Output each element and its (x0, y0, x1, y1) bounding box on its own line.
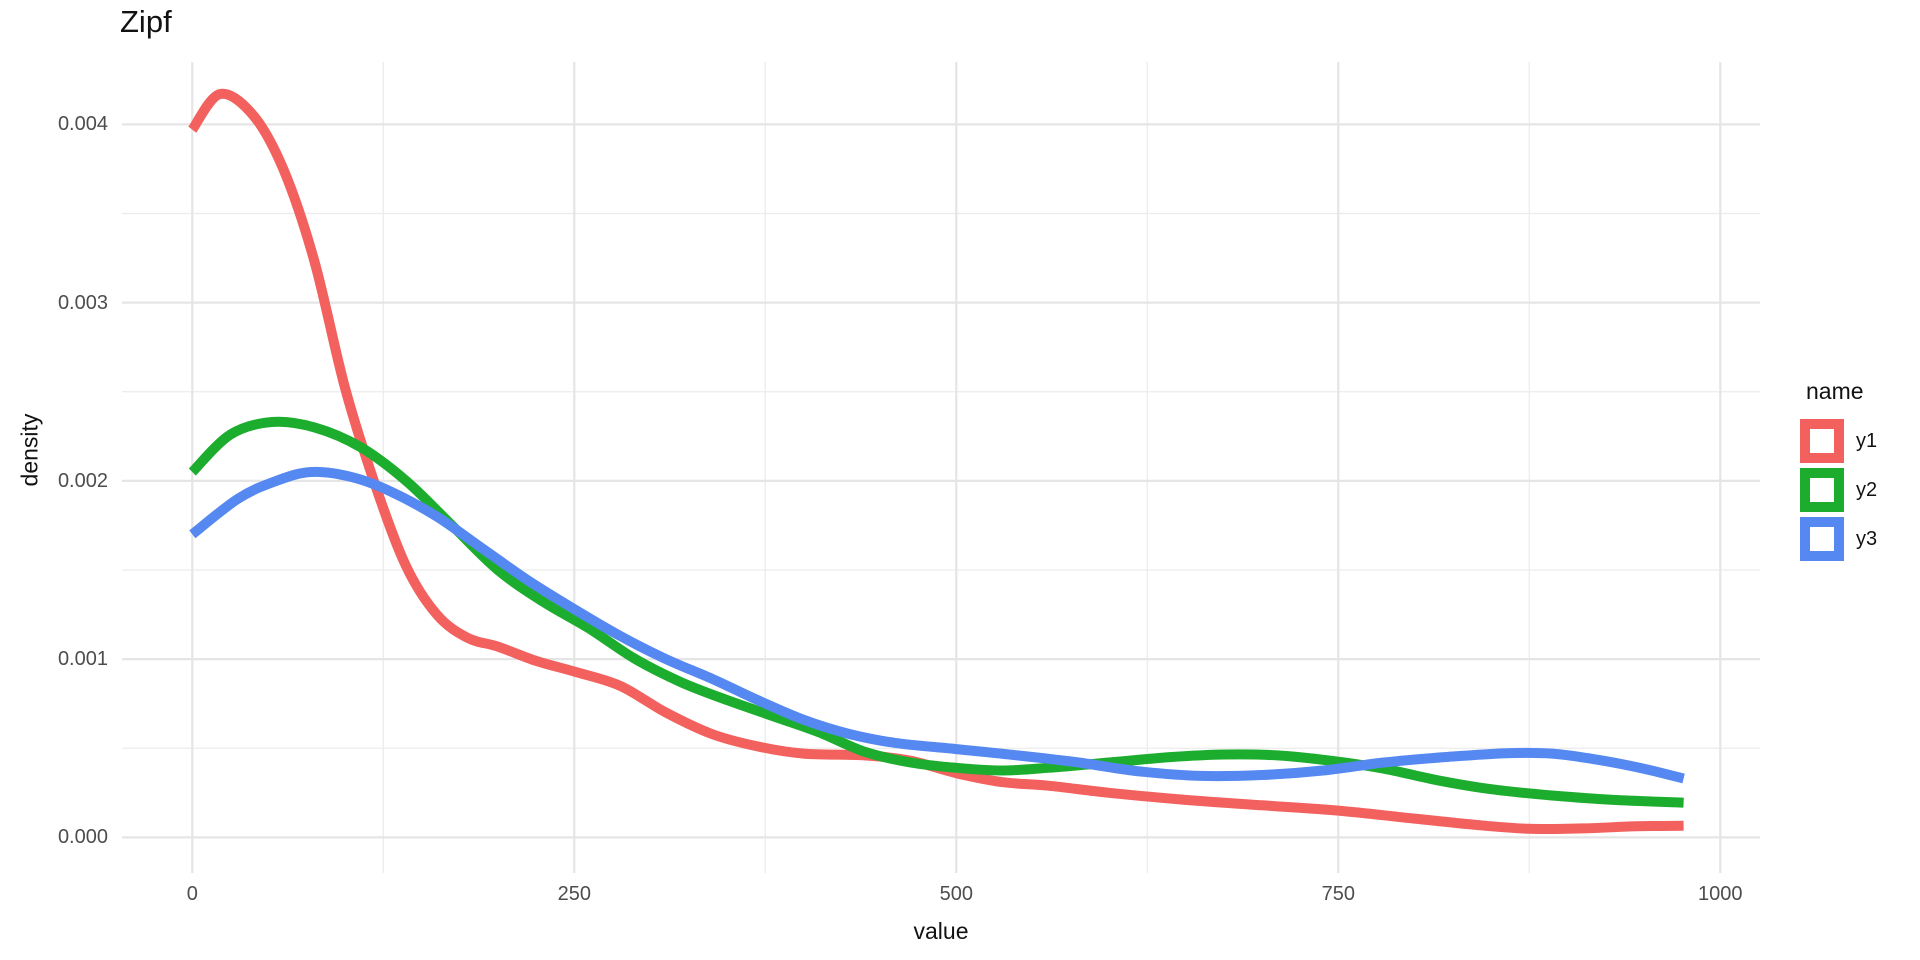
legend-key-icon (1800, 468, 1844, 512)
plot-title: Zipf (120, 4, 172, 39)
y-tick-label: 0.003 (57, 291, 108, 314)
x-axis-title: value (913, 918, 969, 944)
x-tick-label: 1000 (1698, 883, 1743, 905)
x-tick-label: 250 (557, 883, 591, 905)
legend-label: y2 (1856, 478, 1878, 501)
x-tick-label: 750 (1321, 883, 1355, 905)
y-tick-label: 0.000 (57, 826, 108, 849)
y-tick-label: 0.002 (57, 469, 108, 492)
density-curve-y1 (188, 88, 1684, 835)
x-tick-label: 500 (939, 883, 973, 905)
major-gridlines (122, 62, 1760, 873)
legend-title: name (1806, 378, 1864, 404)
density-curve-y3 (189, 466, 1685, 784)
density-curves (188, 88, 1685, 835)
legend-item-y2: y2 (1800, 468, 1877, 512)
legend-item-y1: y1 (1800, 419, 1877, 463)
y-tick-label: 0.001 (57, 648, 108, 671)
legend-label: y3 (1856, 527, 1878, 550)
legend-item-y3: y3 (1800, 517, 1877, 561)
legend: name y1 y2 y3 (1800, 378, 1877, 566)
density-curve-y2 (188, 416, 1684, 808)
legend-items: y1 y2 y3 (1800, 419, 1877, 561)
minor-gridlines (122, 62, 1760, 873)
legend-key-icon (1800, 419, 1844, 463)
legend-label: y1 (1856, 429, 1878, 452)
legend-key-icon (1800, 517, 1844, 561)
x-tick-label: 0 (186, 883, 198, 905)
y-axis-title: density (16, 413, 43, 487)
y-tick-label: 0.004 (57, 113, 108, 136)
